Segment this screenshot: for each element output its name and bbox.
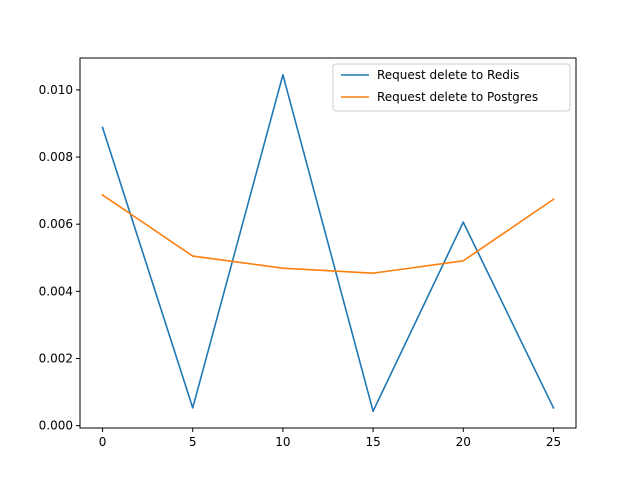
series-layer: [101, 73, 555, 413]
data-point: [372, 410, 374, 413]
data-point: [191, 407, 194, 409]
data-point: [101, 194, 104, 196]
x-axis: 0 5 10 15 20 25: [99, 428, 561, 449]
y-axis: 0.000 0.002 0.004 0.006 0.008 0.010: [39, 83, 80, 433]
data-point: [191, 255, 194, 257]
data-point: [462, 259, 465, 262]
data-point: [101, 126, 104, 129]
data-point: [282, 73, 284, 76]
y-tick-label: 0.004: [39, 284, 73, 298]
x-tick-label: 5: [189, 435, 197, 449]
data-point: [552, 407, 555, 409]
series-line-1: [101, 193, 555, 275]
legend-box: [332, 63, 571, 112]
x-tick-label: 15: [365, 435, 380, 449]
y-tick-label: 0.006: [39, 217, 73, 231]
y-tick-label: 0.002: [39, 351, 73, 365]
x-tick-label: 0: [99, 435, 107, 449]
data-point: [462, 221, 465, 223]
x-tick-label: 20: [456, 435, 471, 449]
x-tick-label: 10: [275, 435, 290, 449]
x-tick-label: 25: [546, 435, 561, 449]
y-tick-label: 0.000: [39, 419, 73, 433]
series-line-0: [101, 73, 555, 413]
data-point: [372, 272, 374, 275]
data-point: [552, 198, 555, 201]
legend-label: Request delete to Redis: [377, 68, 519, 82]
legend: Request delete to Redis Request delete to…: [332, 63, 571, 112]
data-point: [282, 267, 284, 269]
plot-frame: [79, 57, 577, 429]
legend-label: Request delete to Postgres: [377, 90, 538, 104]
y-tick-label: 0.008: [39, 150, 73, 164]
y-tick-label: 0.010: [39, 83, 73, 97]
